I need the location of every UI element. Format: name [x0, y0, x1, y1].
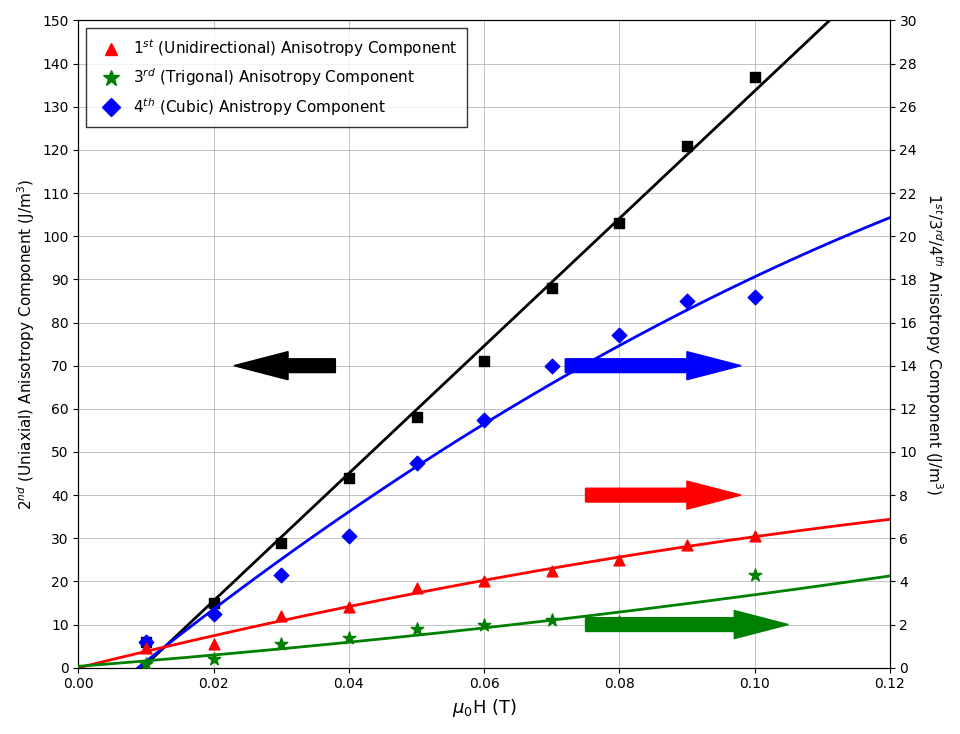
Point [409, 582, 424, 594]
Point [680, 539, 695, 550]
Y-axis label: 2$^{nd}$ (Uniaxial) Anisotropy Component (J/m$^3$): 2$^{nd}$ (Uniaxial) Anisotropy Component… [15, 178, 36, 509]
Point [341, 601, 356, 613]
Point [409, 412, 424, 424]
Point [612, 554, 627, 566]
Point [680, 295, 695, 307]
Point [138, 636, 154, 647]
Point [612, 217, 627, 229]
Y-axis label: 1$^{st}$/3$^{rd}$/4$^{th}$ Anisotropy Component (J/m$^3$): 1$^{st}$/3$^{rd}$/4$^{th}$ Anisotropy Co… [924, 193, 945, 495]
X-axis label: $\mu_0$H (T): $\mu_0$H (T) [451, 697, 516, 719]
Point [544, 564, 560, 576]
Point [544, 614, 560, 626]
Point [138, 642, 154, 654]
Point [612, 330, 627, 341]
Point [747, 530, 762, 542]
Point [476, 575, 492, 587]
Point [476, 414, 492, 426]
Point [544, 360, 560, 371]
Point [206, 638, 222, 650]
Point [476, 619, 492, 631]
Point [409, 457, 424, 468]
Point [747, 569, 762, 581]
Point [612, 617, 627, 628]
Point [747, 70, 762, 82]
Point [409, 623, 424, 635]
Point [476, 355, 492, 367]
Point [341, 632, 356, 644]
Point [206, 608, 222, 619]
FancyArrow shape [565, 352, 741, 379]
Point [206, 597, 222, 609]
FancyArrow shape [586, 481, 741, 509]
Legend: 1$^{st}$ (Unidirectional) Anisotropy Component, 3$^{rd}$ (Trigonal) Anisotropy C: 1$^{st}$ (Unidirectional) Anisotropy Com… [86, 28, 467, 127]
Point [274, 569, 289, 581]
Point [544, 282, 560, 294]
Point [680, 619, 695, 631]
FancyArrow shape [234, 352, 335, 379]
Point [680, 139, 695, 151]
Point [341, 530, 356, 542]
Point [747, 291, 762, 302]
Point [138, 636, 154, 647]
Point [206, 653, 222, 665]
Point [138, 658, 154, 670]
Point [341, 472, 356, 484]
Point [274, 537, 289, 548]
FancyArrow shape [586, 611, 788, 639]
Point [274, 638, 289, 650]
Point [274, 610, 289, 622]
